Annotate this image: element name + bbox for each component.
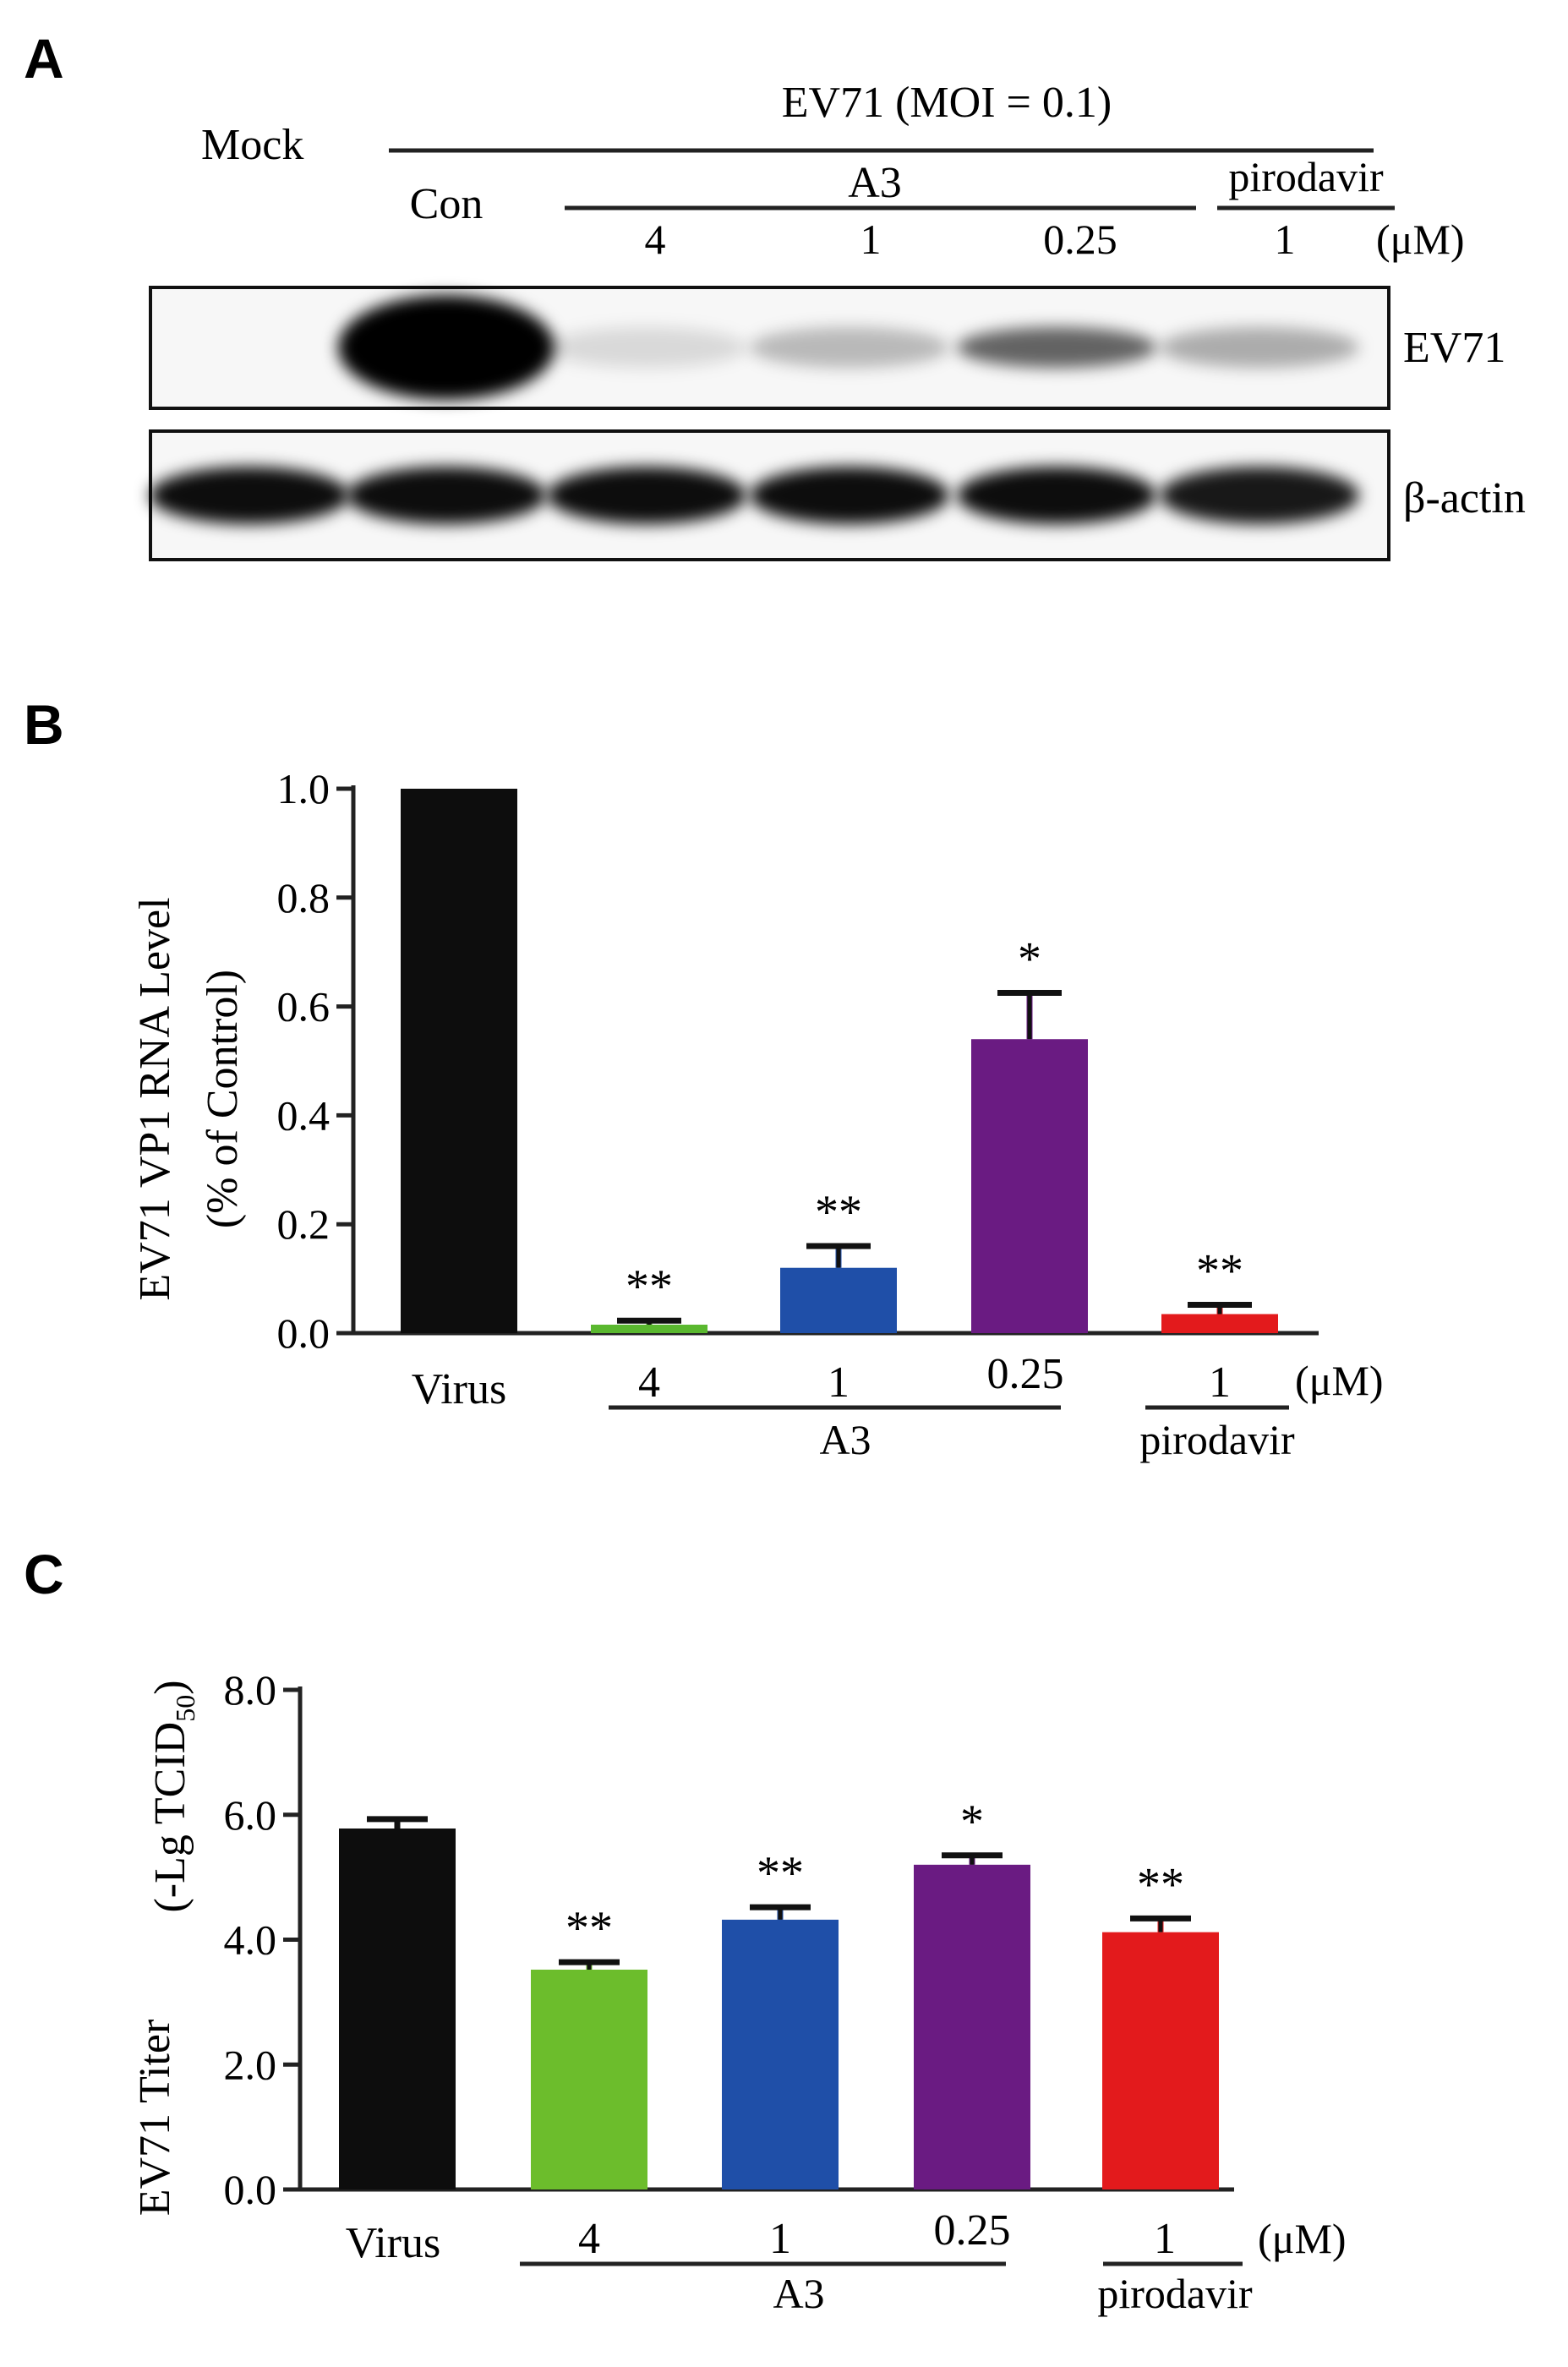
a3-label: A3: [848, 159, 902, 207]
band-ev71-lane-3: [547, 326, 746, 369]
panelC-significance-4: **: [1137, 1858, 1184, 1911]
unit-label-a: (μM): [1376, 216, 1465, 263]
panelC-y-tick-label-2: 4.0: [224, 1916, 277, 1964]
panel-c-letter: C: [24, 1543, 64, 1605]
panelB-significance-1: **: [626, 1260, 673, 1313]
y-axis-title-c: EV71 Titer: [131, 2020, 179, 2217]
band-ev71-lane-4: [750, 326, 949, 369]
dose-label-pirodavir-1: 1: [1275, 216, 1296, 263]
band-actin-lane-4: [750, 467, 949, 524]
panelB-bar-base-4: [1161, 1325, 1278, 1333]
bar-chart-b: 0.0 0.2 0.4 0.6 0.8 1.0 Virus ** 4 ** 1 * 0.25 ** 1: [277, 765, 1319, 1413]
unit-label-c: (μM): [1258, 2215, 1347, 2262]
band-ev71-lane-6: [1160, 326, 1359, 369]
panelB-significance-3: *: [1018, 933, 1041, 986]
band-ev71-lane-5: [957, 326, 1156, 369]
panelB-y-tick-label-1: 0.2: [277, 1200, 331, 1248]
pirodavir-group-label-c: pirodavir: [1097, 2270, 1253, 2317]
a3-group-label-b: A3: [819, 1416, 871, 1463]
band-actin-lane-5: [957, 467, 1156, 524]
panelC-significance-2: **: [757, 1847, 804, 1900]
panelC-y-tick-label-1: 2.0: [224, 2041, 277, 2088]
panel-c: C EV71 Titer (-Lg TCID50) 0.0 2.0 4.0 6.0 8.…: [24, 1543, 1347, 2317]
panel-a-letter: A: [24, 27, 64, 90]
panelB-y-tick-label-2: 0.4: [277, 1091, 331, 1139]
dose-label-a3-4: 4: [645, 216, 666, 263]
unit-label-b: (μM): [1295, 1357, 1384, 1404]
panelC-category-label-4: 1: [1154, 2215, 1176, 2263]
panelC-y-tick-label-0: 0.0: [224, 2166, 277, 2213]
band-actin-lane-3: [547, 467, 746, 524]
dose-label-a3-025: 0.25: [1043, 216, 1117, 263]
panelB-y-tick-label-0: 0.0: [277, 1309, 331, 1357]
y-axis-subtitle-c-end: ): [146, 1680, 194, 1694]
panelB-category-label-2: 1: [828, 1358, 850, 1407]
panelC-bar-0: [339, 1829, 456, 2189]
panelB-significance-2: **: [815, 1186, 862, 1238]
y-axis-subtitle-c-sub: 50: [170, 1695, 200, 1722]
panelB-category-label-0: Virus: [412, 1365, 506, 1413]
panelC-y-tick-label-3: 6.0: [224, 1791, 277, 1839]
panelB-bar-3: [971, 1039, 1088, 1333]
dose-label-a3-1: 1: [860, 216, 882, 263]
band-actin-lane-2: [347, 467, 546, 524]
band-ev71-lane-2: [338, 295, 555, 400]
infection-label: EV71 (MOI = 0.1): [782, 79, 1112, 127]
panel-b: B EV71 VP1 RNA Level (% of Control) 0.00…: [24, 693, 1384, 1463]
panelC-bar-1: [531, 1969, 647, 2189]
panel-a: A Mock EV71 (MOI = 0.1) Con A3 pirodavir…: [24, 27, 1526, 561]
panelC-significance-3: *: [960, 1796, 984, 1848]
y-axis-title-b: EV71 VP1 RNA Level: [131, 897, 179, 1300]
blot-bands-actin: [150, 467, 1359, 524]
panelB-y-tick-label-4: 0.8: [277, 874, 331, 921]
panelC-significance-1: **: [565, 1902, 613, 1954]
a3-group-label-c: A3: [773, 2270, 824, 2317]
mock-label: Mock: [201, 121, 303, 169]
panelC-bar-4: [1102, 1932, 1219, 2189]
panelC-bar-2: [722, 1919, 839, 2189]
pirodavir-label: pirodavir: [1228, 153, 1384, 200]
blot-label-actin: β-actin: [1403, 474, 1526, 522]
panel-b-letter: B: [24, 693, 64, 756]
panelB-category-label-4: 1: [1209, 1358, 1231, 1407]
pirodavir-group-label-b: pirodavir: [1139, 1416, 1295, 1463]
panelC-bar-3: [914, 1864, 1030, 2189]
panelB-category-label-3: 0.25: [987, 1350, 1064, 1398]
panelB-bar-base-1: [591, 1325, 708, 1333]
blot-bands-ev71: [338, 295, 1359, 400]
panelC-category-label-3: 0.25: [934, 2206, 1011, 2255]
panelB-y-tick-label-5: 1.0: [277, 765, 331, 812]
y-axis-subtitle-c: (-Lg TCID50): [146, 1680, 200, 1912]
panelC-y-tick-label-4: 8.0: [224, 1666, 277, 1714]
con-label: Con: [410, 180, 484, 228]
panelB-bar-2: [780, 1267, 897, 1333]
panelB-category-label-1: 4: [638, 1358, 660, 1407]
panelC-category-label-1: 4: [578, 2215, 600, 2263]
panelB-significance-4: **: [1196, 1245, 1243, 1298]
panelC-category-label-2: 1: [769, 2215, 791, 2263]
panelB-y-tick-label-3: 0.6: [277, 983, 331, 1030]
y-axis-subtitle-b: (% of Control): [199, 970, 247, 1228]
band-actin-lane-6: [1160, 467, 1359, 524]
y-axis-subtitle-c-main: (-Lg TCID: [146, 1722, 194, 1913]
panelB-bar-0: [401, 789, 517, 1333]
band-actin-lane-1: [150, 467, 349, 524]
panelC-category-label-0: Virus: [346, 2219, 440, 2267]
bar-chart-c: 0.0 2.0 4.0 6.0 8.0 Virus ** 4 ** 1 * 0.25 ** 1: [224, 1666, 1234, 2267]
blot-label-ev71: EV71: [1403, 324, 1505, 372]
